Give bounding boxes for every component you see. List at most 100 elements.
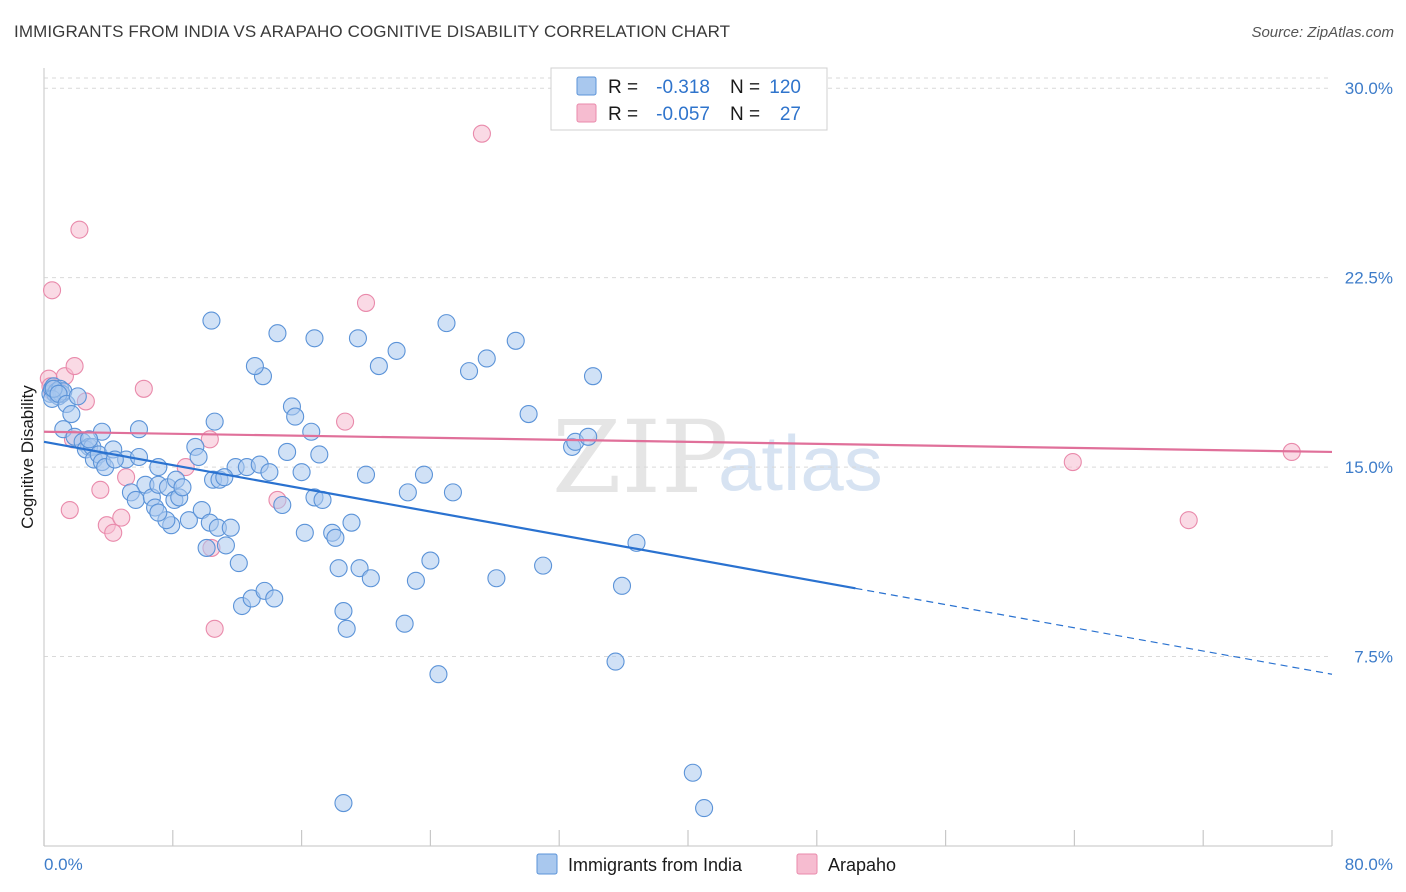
india-point xyxy=(459,362,479,381)
legend-r-label-india: R = xyxy=(608,77,638,98)
y-tick-label: 7.5% xyxy=(1354,648,1393,667)
arapaho-trend-line xyxy=(43,430,1333,454)
india-point xyxy=(189,447,208,467)
india-point xyxy=(695,799,714,818)
arapaho-point xyxy=(472,124,491,143)
india-point xyxy=(506,331,525,350)
source-credit: Source: ZipAtlas.com xyxy=(1251,24,1394,41)
arapaho-point xyxy=(42,281,62,300)
arapaho-point xyxy=(205,619,224,638)
y-tick-label: 30.0% xyxy=(1345,79,1393,98)
arapaho-point xyxy=(112,508,131,527)
india-point xyxy=(334,794,353,813)
y-tick-labels: 7.5% 15.0% 22.5% 30.0% xyxy=(1345,79,1393,666)
india-point xyxy=(398,483,417,502)
india-point xyxy=(606,652,625,671)
bottom-legend-label-india: Immigrants from India xyxy=(568,855,743,875)
bottom-legend-swatch-arapaho xyxy=(796,853,818,875)
india-point xyxy=(126,490,145,509)
x-tick-label-max: 80.0% xyxy=(1345,855,1393,874)
india-point xyxy=(197,538,216,557)
india-point xyxy=(265,589,284,608)
india-point xyxy=(221,518,240,537)
legend-r-value-india: -0.318 xyxy=(656,77,710,98)
india-point xyxy=(337,619,356,638)
india-trend-extension xyxy=(855,587,1333,675)
india-point xyxy=(292,463,311,482)
india-point xyxy=(202,311,221,330)
india-point xyxy=(583,367,603,386)
chart-title: IMMIGRANTS FROM INDIA VS ARAPAHO COGNITI… xyxy=(14,22,731,41)
legend-n-value-arapaho: 27 xyxy=(780,104,801,125)
india-point xyxy=(62,405,81,424)
india-point xyxy=(429,665,448,684)
arapaho-point xyxy=(1063,453,1082,472)
india-point xyxy=(361,569,380,588)
arapaho-point xyxy=(70,220,89,239)
india-point xyxy=(173,478,192,497)
legend-swatch-arapaho xyxy=(576,103,597,123)
india-point xyxy=(80,430,99,449)
y-tick-label: 22.5% xyxy=(1345,269,1393,288)
india-point xyxy=(477,349,496,368)
india-point xyxy=(579,427,598,446)
india-point xyxy=(216,536,235,555)
india-point xyxy=(205,412,224,431)
india-point xyxy=(356,465,376,484)
watermark-zip: ZIP xyxy=(552,399,728,516)
india-point xyxy=(310,445,329,464)
legend-r-label-arapaho: R = xyxy=(608,104,638,125)
arapaho-point xyxy=(1179,511,1198,530)
india-point xyxy=(68,387,87,406)
india-point xyxy=(149,503,168,522)
india-point xyxy=(683,763,702,782)
india-point xyxy=(437,314,456,333)
legend-swatch-india xyxy=(576,76,597,96)
india-point xyxy=(229,554,248,573)
india-point xyxy=(305,329,324,348)
india-point xyxy=(179,511,198,530)
india-point xyxy=(342,513,361,532)
bottom-legend-label-arapaho: Arapaho xyxy=(828,855,896,875)
arapaho-point xyxy=(117,468,136,487)
india-point xyxy=(245,357,264,376)
arapaho-points xyxy=(39,124,1301,638)
x-tick-marks xyxy=(43,830,1333,846)
india-point xyxy=(534,556,553,575)
india-point xyxy=(387,341,406,360)
india-point xyxy=(334,602,353,621)
legend-r-value-arapaho: -0.057 xyxy=(656,104,710,125)
india-point xyxy=(302,422,321,441)
legend-n-value-india: 120 xyxy=(769,77,801,98)
india-point xyxy=(414,465,434,484)
india-point xyxy=(487,569,506,588)
trend-lines xyxy=(43,430,1333,675)
arapaho-point xyxy=(336,412,355,431)
india-point xyxy=(348,329,368,348)
india-point xyxy=(260,463,279,482)
arapaho-point xyxy=(104,523,123,542)
bottom-legend-swatch-india xyxy=(536,853,558,875)
legend-n-label-india: N = xyxy=(730,77,760,98)
legend-top: R = -0.318 N = 120 R = -0.057 N = 27 xyxy=(550,67,828,131)
india-point xyxy=(443,483,462,502)
india-point xyxy=(421,551,440,570)
y-axis-label: Cognitive Disability xyxy=(18,385,37,529)
india-trend-line xyxy=(43,440,856,590)
arapaho-point xyxy=(356,293,376,312)
india-point xyxy=(612,576,632,595)
india-point xyxy=(273,495,292,515)
arapaho-point xyxy=(60,500,79,520)
india-point xyxy=(350,559,369,578)
india-point xyxy=(329,559,348,578)
y-tick-label: 15.0% xyxy=(1345,458,1393,477)
legend-bottom: Immigrants from India Arapaho xyxy=(536,853,896,875)
india-point xyxy=(215,468,234,487)
x-tick-label-min: 0.0% xyxy=(44,855,83,874)
india-point xyxy=(395,614,414,633)
india-point xyxy=(268,324,287,343)
india-point xyxy=(295,523,314,542)
watermark-atlas: atlas xyxy=(718,419,883,507)
india-point xyxy=(129,420,149,439)
